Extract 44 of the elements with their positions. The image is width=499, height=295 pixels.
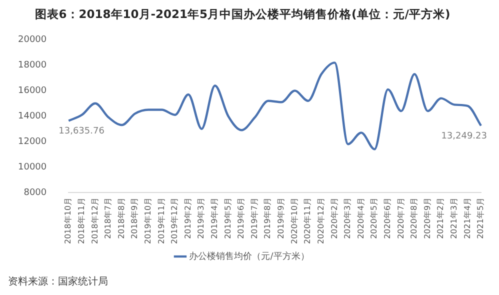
x-tick-label: 2019年8月 bbox=[263, 197, 272, 239]
x-tick-label: 2018年12月 bbox=[90, 197, 100, 244]
y-tick-label: 12000 bbox=[18, 136, 47, 147]
x-tick-label: 2021年2月 bbox=[436, 197, 446, 239]
x-tick-label: 2020年8月 bbox=[410, 197, 419, 239]
x-tick-label: 2019年5月 bbox=[223, 197, 232, 239]
x-tick-label: 2019年10月 bbox=[144, 197, 153, 244]
y-tick-label: 20000 bbox=[18, 35, 47, 46]
x-tick-label: 2018年10月 bbox=[64, 197, 73, 244]
x-tick-label: 2018年11月 bbox=[77, 197, 86, 244]
x-tick-label: 2019年2月 bbox=[183, 197, 192, 239]
x-tick-label: 2019年7月 bbox=[250, 197, 259, 239]
x-tick-label: 2019年9月 bbox=[276, 197, 286, 239]
x-tick-label: 2020年6月 bbox=[382, 197, 392, 239]
x-tick-label: 2020年10月 bbox=[290, 197, 299, 244]
annotation: 13,249.23 bbox=[441, 132, 487, 142]
x-tick-label: 2020年5月 bbox=[370, 197, 379, 239]
y-tick-label: 8000 bbox=[24, 188, 47, 198]
x-tick-label: 2021年3月 bbox=[449, 197, 458, 239]
x-tick-label: 2018年8月 bbox=[116, 197, 126, 239]
x-tick-label: 2019年3月 bbox=[196, 197, 206, 239]
x-tick-label: 2020年2月 bbox=[330, 197, 339, 239]
chart-title: 图表6：2018年10月-2021年5月中国办公楼平均销售价格(单位：元/平方米) bbox=[34, 6, 450, 21]
text: 资料来源：国家统计局 bbox=[8, 276, 108, 288]
x-tick-label: 2020年4月 bbox=[356, 197, 366, 239]
x-tick-label: 2020年9月 bbox=[422, 197, 432, 239]
x-tick-label: 2020年11月 bbox=[303, 197, 312, 244]
x-tick-label: 2019年12月 bbox=[170, 197, 180, 244]
y-tick-label: 18000 bbox=[18, 60, 47, 71]
x-tick-label: 2018年7月 bbox=[104, 197, 113, 239]
x-tick-label: 2020年3月 bbox=[343, 197, 352, 239]
x-tick-label: 2021年5月 bbox=[476, 197, 486, 239]
x-tick-label: 2020年7月 bbox=[396, 197, 406, 239]
x-tick-label: 2020年12月 bbox=[316, 197, 326, 244]
y-tick-label: 10000 bbox=[18, 162, 47, 172]
x-tick-label: 2021年4月 bbox=[462, 197, 472, 239]
x-tick-label: 2019年6月 bbox=[236, 197, 246, 239]
y-tick-label: 16000 bbox=[18, 86, 47, 96]
y-tick-label: 14000 bbox=[18, 111, 47, 122]
x-tick-label: 2018年9月 bbox=[130, 197, 140, 239]
annotation: 13,635.76 bbox=[58, 126, 105, 137]
x-tick-label: 2019年4月 bbox=[210, 197, 220, 239]
x-tick-label: 2019年11月 bbox=[156, 197, 166, 244]
legend-label: 办公楼销售均价（元/平方米） bbox=[189, 250, 310, 262]
